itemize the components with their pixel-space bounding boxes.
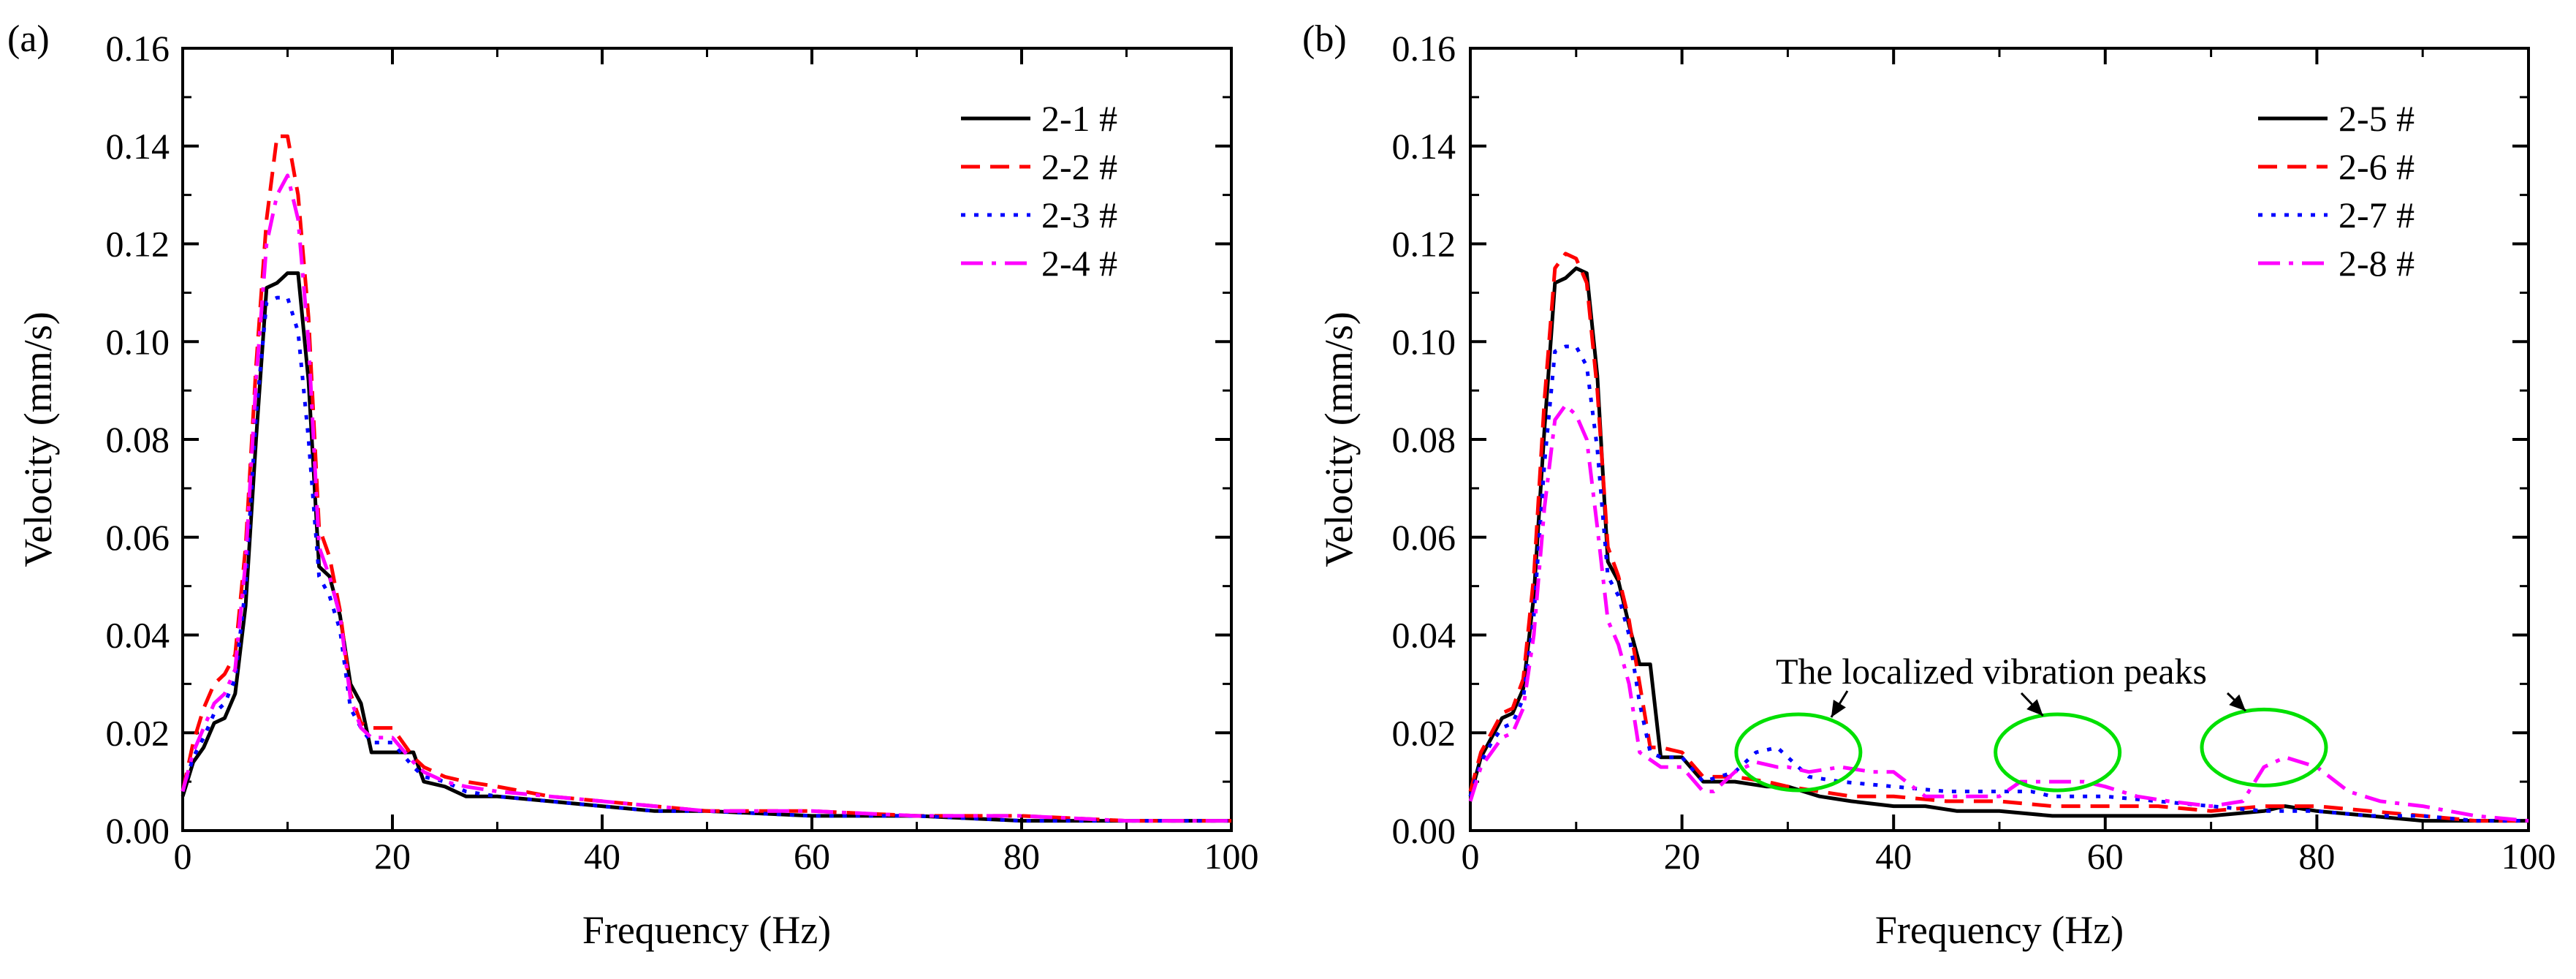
series-line-2-8 xyxy=(1468,403,2529,823)
y-tick-label-b: 0.14 xyxy=(1392,126,1456,167)
x-tick-label-b: 100 xyxy=(2501,836,2556,877)
legend-label: 2-1 # xyxy=(1041,98,1117,139)
y-axis-label-b: Velocity (mm/s) xyxy=(1317,311,1361,567)
highlight-ellipse xyxy=(1734,712,1863,793)
y-tick-label-b: 0.00 xyxy=(1392,810,1456,851)
series-line-2-1 xyxy=(181,271,1231,823)
ticks-a xyxy=(181,47,1233,832)
legend-label: 2-4 # xyxy=(1041,243,1117,284)
series-lines-a xyxy=(181,134,1231,823)
y-tick-label-a: 0.12 xyxy=(106,224,170,265)
x-tick-label-a: 100 xyxy=(1204,836,1259,877)
highlight-ellipse xyxy=(1994,712,2122,793)
series-line-2-3 xyxy=(181,295,1231,823)
annotation-arrowhead xyxy=(1831,700,1846,717)
legend-label: 2-6 # xyxy=(2338,146,2414,187)
legend-b: 2-5 # 2-6 # 2-7 # 2-8 # xyxy=(2258,98,2414,284)
x-tick-label-b: 40 xyxy=(1875,836,1912,877)
highlight-ellipse xyxy=(2200,707,2328,787)
y-tick-label-b: 0.02 xyxy=(1392,712,1456,753)
chart-panel-b: (b) 0 20 40 60 80 100 0.00 0.02 0.04 0.06 0.08 0.1… xyxy=(1302,18,2556,952)
x-tick-label-b: 60 xyxy=(2087,836,2124,877)
y-tick-label-b: 0.04 xyxy=(1392,615,1456,656)
x-tick-label-a: 80 xyxy=(1003,836,1040,877)
x-tick-label-a: 40 xyxy=(584,836,620,877)
annotation-text: The localized vibration peaks xyxy=(1776,651,2207,692)
y-tick-label-a: 0.04 xyxy=(106,615,170,656)
y-axis-label-a: Velocity (mm/s) xyxy=(16,311,60,567)
legend-label: 2-3 # xyxy=(1041,194,1117,235)
annotation-b xyxy=(1734,690,2328,793)
series-line-2-4 xyxy=(181,173,1231,823)
annotation-arrowhead xyxy=(2229,694,2246,711)
y-tick-label-b: 0.12 xyxy=(1392,224,1456,265)
xtick-labels-a: 0 20 40 60 80 100 xyxy=(174,836,1259,877)
series-line-2-7 xyxy=(1468,344,2528,823)
x-tick-label-b: 0 xyxy=(1462,836,1480,877)
series-line-2-6 xyxy=(1468,252,2528,823)
x-tick-label-b: 80 xyxy=(2298,836,2335,877)
legend-label: 2-2 # xyxy=(1041,146,1117,187)
x-tick-label-b: 20 xyxy=(1664,836,1701,877)
series-line-2-2 xyxy=(181,134,1231,823)
y-tick-label-b: 0.10 xyxy=(1392,321,1456,362)
ytick-labels-a: 0.00 0.02 0.04 0.06 0.08 0.10 0.12 0.14 0.16 xyxy=(106,28,170,851)
legend-label: 2-5 # xyxy=(2338,98,2414,139)
y-tick-label-a: 0.14 xyxy=(106,126,170,167)
x-axis-label-a: Frequency (Hz) xyxy=(582,908,831,952)
series-lines-b xyxy=(1468,252,2529,823)
y-tick-label-a: 0.16 xyxy=(106,28,170,69)
y-tick-label-a: 0.00 xyxy=(106,810,170,851)
y-tick-label-b: 0.16 xyxy=(1392,28,1456,69)
xtick-labels-b: 0 20 40 60 80 100 xyxy=(1462,836,2556,877)
ticks-b xyxy=(1469,47,2530,832)
x-tick-label-a: 20 xyxy=(374,836,411,877)
x-axis-label-b: Frequency (Hz) xyxy=(1875,908,2124,952)
x-tick-label-a: 60 xyxy=(794,836,830,877)
y-tick-label-a: 0.08 xyxy=(106,419,170,460)
chart-panel-a: (a) 0 20 40 60 80 100 0.00 0.02 0.04 0.06 0.08 0.1… xyxy=(7,18,1259,952)
y-tick-label-a: 0.10 xyxy=(106,321,170,362)
legend-label: 2-7 # xyxy=(2338,194,2414,235)
ytick-labels-b: 0.00 0.02 0.04 0.06 0.08 0.10 0.12 0.14 0.16 xyxy=(1392,28,1456,851)
legend-label: 2-8 # xyxy=(2338,243,2414,284)
legend-a: 2-1 # 2-2 # 2-3 # 2-4 # xyxy=(961,98,1117,284)
y-tick-label-a: 0.06 xyxy=(106,517,170,558)
panel-label-a: (a) xyxy=(7,18,50,60)
y-tick-label-a: 0.02 xyxy=(106,712,170,753)
panel-label-b: (b) xyxy=(1302,18,1347,60)
y-tick-label-b: 0.08 xyxy=(1392,419,1456,460)
x-tick-label-a: 0 xyxy=(174,836,192,877)
y-tick-label-b: 0.06 xyxy=(1392,517,1456,558)
annotation-arrowhead xyxy=(2026,699,2043,716)
